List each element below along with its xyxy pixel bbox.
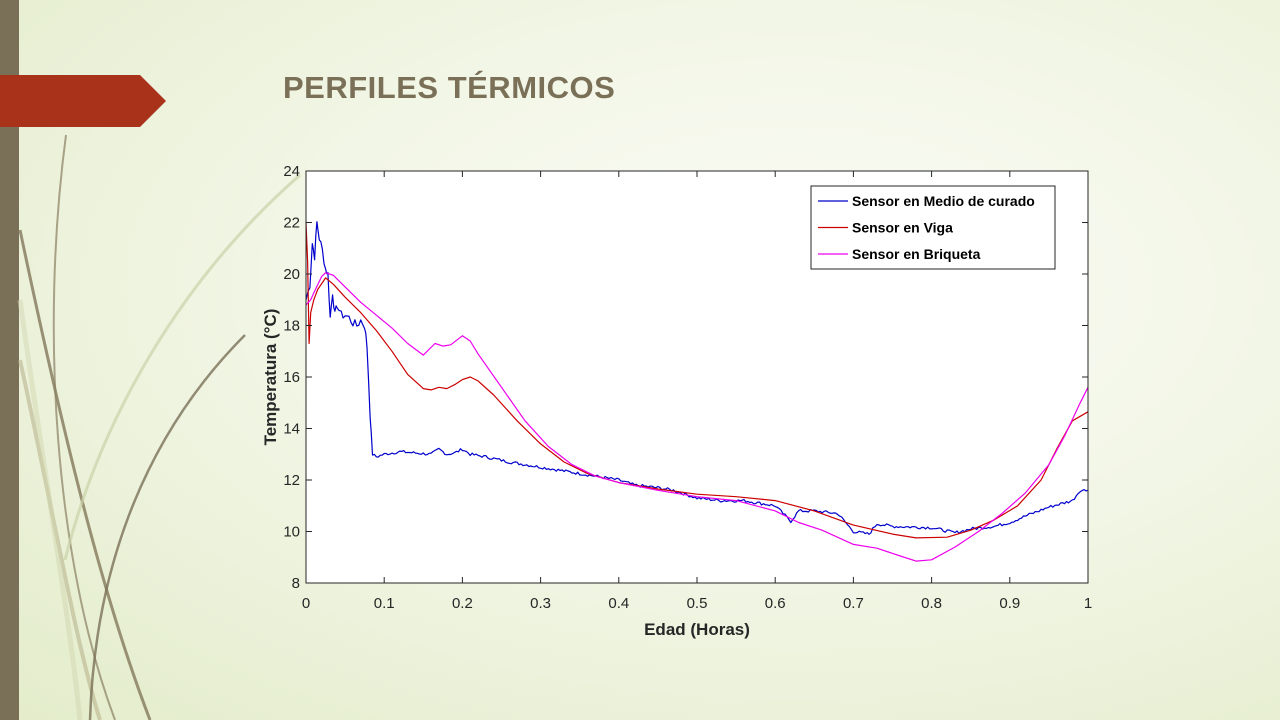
series-line-1 [305,222,1089,539]
x-axis-ticks: 0 0.1 0.2 0.3 0.4 0.5 0.6 0.7 0.8 0.9 1 [302,171,1092,612]
y-tick-label: 12 [283,472,300,489]
x-axis-title: Edad (Horas) [644,620,750,639]
title-arrow-banner [0,75,166,127]
x-tick-label: 0.9 [999,595,1020,612]
x-tick-label: 0.8 [921,595,942,612]
y-tick-label: 20 [283,266,300,283]
y-tick-label: 10 [283,524,300,541]
x-tick-label: 0.6 [765,595,786,612]
legend-label: Sensor en Viga [852,220,953,236]
slide-title: PERFILES TÉRMICOS [283,70,616,105]
y-tick-label: 16 [283,369,300,386]
legend-label: Sensor en Medio de curado [852,193,1035,209]
x-tick-label: 0.4 [608,595,629,612]
chart-legend: Sensor en Medio de curado Sensor en Viga S… [810,185,1056,270]
x-tick-label: 0 [302,595,310,612]
x-tick-label: 0.2 [452,595,473,612]
y-tick-label: 18 [283,318,300,335]
series-group [305,221,1089,562]
left-accent-bar [0,0,19,720]
y-tick-label: 24 [283,163,300,180]
x-tick-label: 1 [1084,595,1092,612]
legend-box [810,185,1056,270]
legend-label: Sensor en Briqueta [852,246,981,262]
x-tick-label: 0.5 [687,595,708,612]
y-tick-label: 14 [283,421,300,438]
series-line-2 [305,272,1089,562]
x-tick-label: 0.3 [530,595,551,612]
y-tick-label: 22 [283,215,300,232]
x-tick-label: 0.7 [843,595,864,612]
y-axis-ticks: 8 10 12 14 16 18 20 22 24 [283,163,1088,592]
y-axis-title: Temperatura (°C) [261,309,280,446]
x-tick-label: 0.1 [374,595,395,612]
y-tick-label: 8 [292,575,300,592]
